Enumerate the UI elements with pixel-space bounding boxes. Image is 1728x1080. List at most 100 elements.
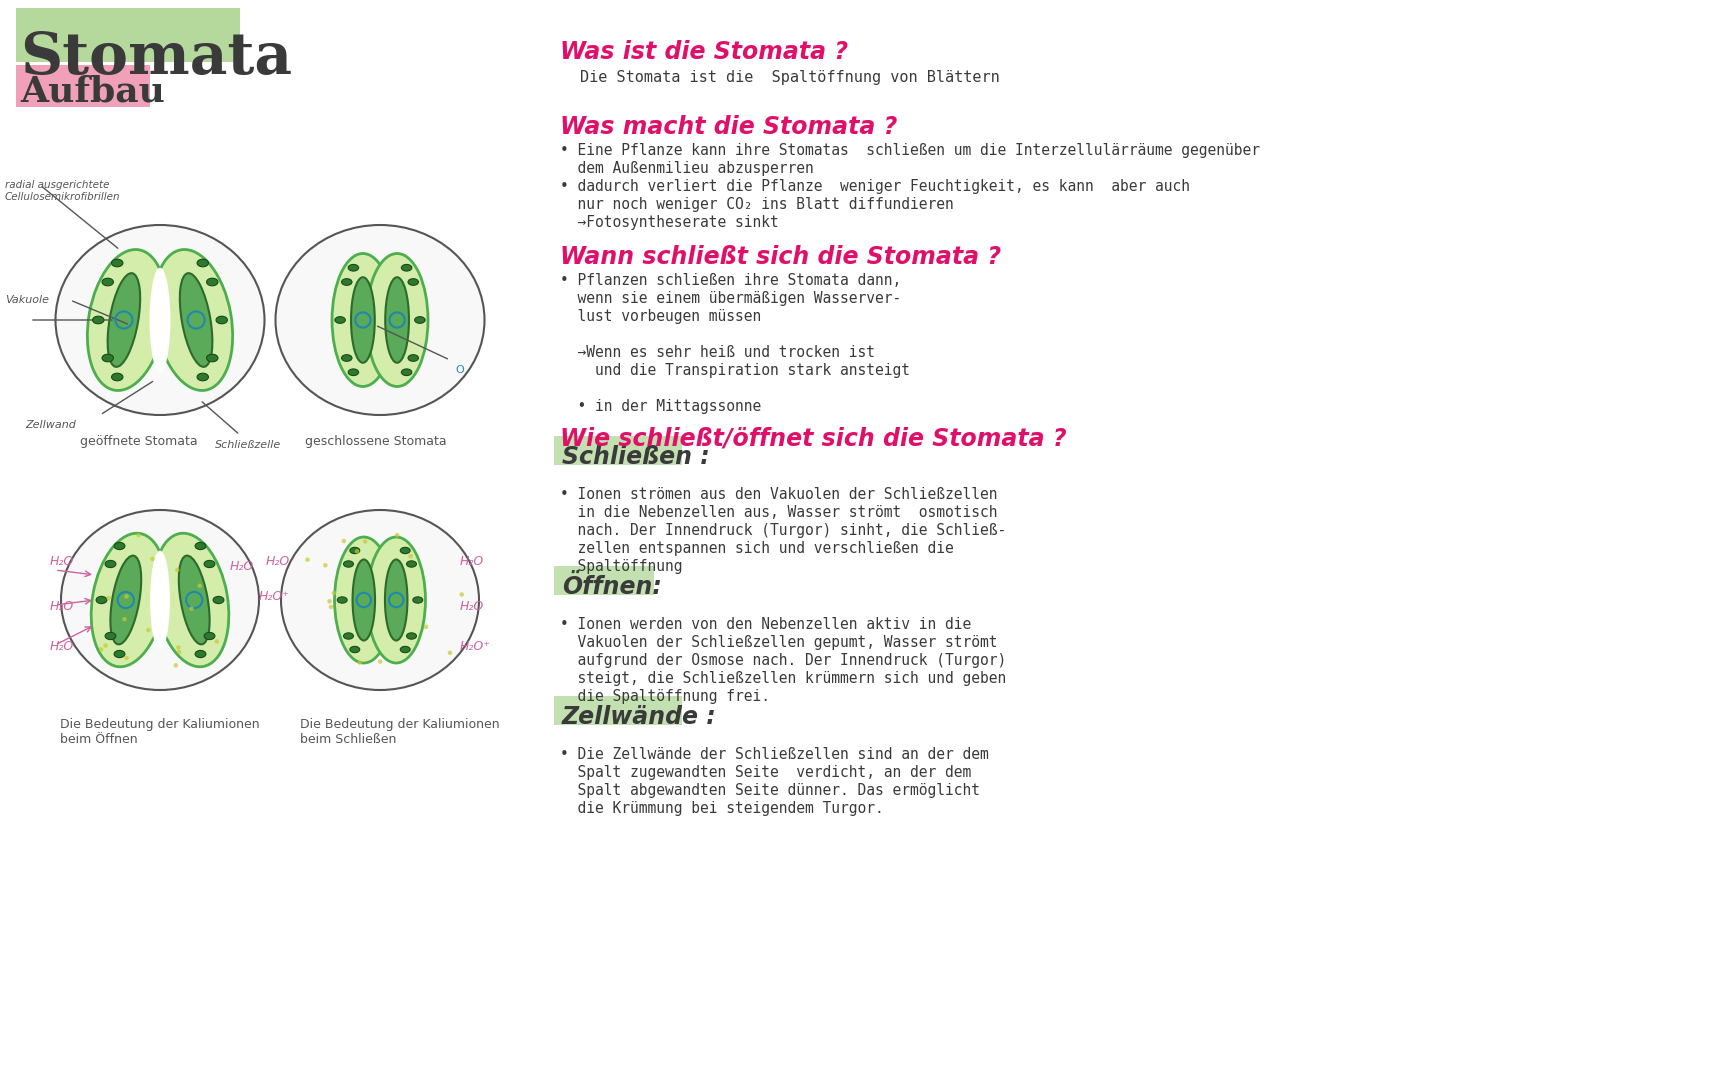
Ellipse shape bbox=[154, 249, 233, 391]
Ellipse shape bbox=[216, 316, 228, 324]
Ellipse shape bbox=[332, 254, 394, 387]
Text: →Wenn es sehr heiß und trocken ist: →Wenn es sehr heiß und trocken ist bbox=[560, 345, 874, 360]
Ellipse shape bbox=[328, 605, 334, 609]
Ellipse shape bbox=[97, 596, 107, 604]
Ellipse shape bbox=[55, 225, 264, 415]
Text: Zellwände :: Zellwände : bbox=[562, 705, 717, 729]
Text: dem Außenmilieu abzusperren: dem Außenmilieu abzusperren bbox=[560, 161, 814, 176]
Ellipse shape bbox=[335, 316, 346, 323]
Ellipse shape bbox=[275, 225, 484, 415]
Text: Die Bedeutung der Kaliumionen
beim Schließen: Die Bedeutung der Kaliumionen beim Schli… bbox=[301, 718, 499, 746]
Ellipse shape bbox=[214, 639, 219, 644]
Ellipse shape bbox=[197, 259, 209, 267]
Text: Spalt zugewandten Seite  verdicht, an der dem: Spalt zugewandten Seite verdicht, an der… bbox=[560, 765, 971, 780]
Text: • dadurch verliert die Pflanze  weniger Feuchtigkeit, es kann  aber auch: • dadurch verliert die Pflanze weniger F… bbox=[560, 179, 1191, 194]
Text: radial ausgerichtete
Cellulosemikrofibrillen: radial ausgerichtete Cellulosemikrofibri… bbox=[5, 180, 121, 202]
Ellipse shape bbox=[323, 563, 328, 567]
Ellipse shape bbox=[195, 650, 206, 658]
FancyBboxPatch shape bbox=[555, 697, 681, 726]
Ellipse shape bbox=[104, 644, 107, 648]
Text: zellen entspannen sich und verschließen die: zellen entspannen sich und verschließen … bbox=[560, 541, 954, 556]
Ellipse shape bbox=[107, 273, 140, 367]
Ellipse shape bbox=[107, 596, 111, 600]
Text: Spalt abgewandten Seite dünner. Das ermöglicht: Spalt abgewandten Seite dünner. Das ermö… bbox=[560, 783, 980, 798]
Ellipse shape bbox=[60, 510, 259, 690]
Ellipse shape bbox=[105, 561, 116, 568]
Ellipse shape bbox=[204, 561, 214, 568]
Ellipse shape bbox=[88, 249, 166, 391]
Text: lust vorbeugen müssen: lust vorbeugen müssen bbox=[560, 309, 762, 324]
Ellipse shape bbox=[123, 617, 126, 621]
Ellipse shape bbox=[423, 624, 429, 629]
Text: Aufbau: Aufbau bbox=[21, 75, 164, 109]
Ellipse shape bbox=[347, 369, 359, 376]
Ellipse shape bbox=[150, 551, 169, 649]
Ellipse shape bbox=[114, 650, 124, 658]
Ellipse shape bbox=[401, 265, 411, 271]
Ellipse shape bbox=[401, 369, 411, 376]
Text: und die Transpiration stark ansteigt: und die Transpiration stark ansteigt bbox=[560, 363, 911, 378]
Ellipse shape bbox=[92, 534, 166, 666]
Ellipse shape bbox=[93, 316, 104, 324]
Ellipse shape bbox=[354, 549, 359, 554]
Text: Die Bedeutung der Kaliumionen
beim Öffnen: Die Bedeutung der Kaliumionen beim Öffne… bbox=[60, 718, 259, 746]
Text: aufgrund der Osmose nach. Der Innendruck (Turgor): aufgrund der Osmose nach. Der Innendruck… bbox=[560, 653, 1006, 669]
Text: steigt, die Schließzellen krümmern sich und geben: steigt, die Schließzellen krümmern sich … bbox=[560, 671, 1006, 686]
Text: Spaltöffnung: Spaltöffnung bbox=[560, 559, 683, 573]
Ellipse shape bbox=[154, 534, 228, 666]
Ellipse shape bbox=[102, 354, 114, 362]
Ellipse shape bbox=[137, 532, 140, 538]
Text: • Pflanzen schließen ihre Stomata dann,: • Pflanzen schließen ihre Stomata dann, bbox=[560, 273, 902, 288]
Text: geöffnete Stomata: geöffnete Stomata bbox=[79, 435, 197, 448]
Ellipse shape bbox=[112, 259, 123, 267]
Text: • Ionen werden von den Nebenzellen aktiv in die: • Ionen werden von den Nebenzellen aktiv… bbox=[560, 617, 971, 632]
Ellipse shape bbox=[98, 647, 104, 652]
FancyBboxPatch shape bbox=[555, 436, 681, 465]
Text: • Die Zellwände der Schließzellen sind an der dem: • Die Zellwände der Schließzellen sind a… bbox=[560, 747, 988, 762]
Ellipse shape bbox=[353, 559, 375, 640]
Ellipse shape bbox=[342, 354, 353, 362]
Text: in die Nebenzellen aus, Wasser strömt  osmotisch: in die Nebenzellen aus, Wasser strömt os… bbox=[560, 505, 997, 519]
Text: Die Stomata ist die  Spaltöffnung von Blättern: Die Stomata ist die Spaltöffnung von Blä… bbox=[581, 70, 1001, 85]
Text: • in der Mittagssonne: • in der Mittagssonne bbox=[560, 399, 762, 414]
Ellipse shape bbox=[176, 645, 181, 650]
Ellipse shape bbox=[197, 583, 202, 588]
Ellipse shape bbox=[342, 279, 353, 285]
Ellipse shape bbox=[150, 556, 156, 562]
Ellipse shape bbox=[344, 633, 354, 639]
Text: Vakuole: Vakuole bbox=[5, 295, 48, 305]
Ellipse shape bbox=[408, 354, 418, 362]
Ellipse shape bbox=[335, 537, 392, 663]
Ellipse shape bbox=[204, 633, 214, 639]
Ellipse shape bbox=[105, 633, 116, 639]
FancyBboxPatch shape bbox=[16, 8, 240, 62]
Ellipse shape bbox=[349, 548, 359, 554]
Ellipse shape bbox=[102, 279, 114, 286]
Ellipse shape bbox=[406, 561, 416, 567]
Text: H₂O: H₂O bbox=[50, 600, 74, 613]
Text: Wann schließt sich die Stomata ?: Wann schließt sich die Stomata ? bbox=[560, 245, 1001, 269]
Ellipse shape bbox=[358, 660, 361, 665]
Ellipse shape bbox=[112, 374, 123, 381]
Ellipse shape bbox=[282, 510, 479, 690]
Ellipse shape bbox=[190, 606, 194, 611]
Ellipse shape bbox=[114, 542, 124, 550]
Text: Was macht die Stomata ?: Was macht die Stomata ? bbox=[560, 114, 897, 139]
Text: die Krümmung bei steigendem Turgor.: die Krümmung bei steigendem Turgor. bbox=[560, 801, 883, 816]
Ellipse shape bbox=[195, 542, 206, 550]
Text: • Eine Pflanze kann ihre Stomatas  schließen um die Interzellulärräume gegenüber: • Eine Pflanze kann ihre Stomatas schlie… bbox=[560, 143, 1260, 158]
Ellipse shape bbox=[207, 279, 218, 286]
Ellipse shape bbox=[147, 627, 150, 632]
Ellipse shape bbox=[415, 316, 425, 323]
Text: H₂O⁺: H₂O⁺ bbox=[259, 590, 290, 603]
Text: die Spaltöffnung frei.: die Spaltöffnung frei. bbox=[560, 689, 771, 704]
Ellipse shape bbox=[366, 254, 429, 387]
Ellipse shape bbox=[173, 663, 178, 667]
Text: H₂O: H₂O bbox=[460, 600, 484, 613]
Ellipse shape bbox=[396, 532, 399, 538]
Ellipse shape bbox=[378, 660, 382, 664]
Text: Vakuolen der Schließzellen gepumt, Wasser strömt: Vakuolen der Schließzellen gepumt, Wasse… bbox=[560, 635, 997, 650]
Text: H₂O: H₂O bbox=[50, 555, 74, 568]
Text: nur noch weniger CO₂ ins Blatt diffundieren: nur noch weniger CO₂ ins Blatt diffundie… bbox=[560, 197, 954, 212]
FancyBboxPatch shape bbox=[16, 65, 150, 107]
